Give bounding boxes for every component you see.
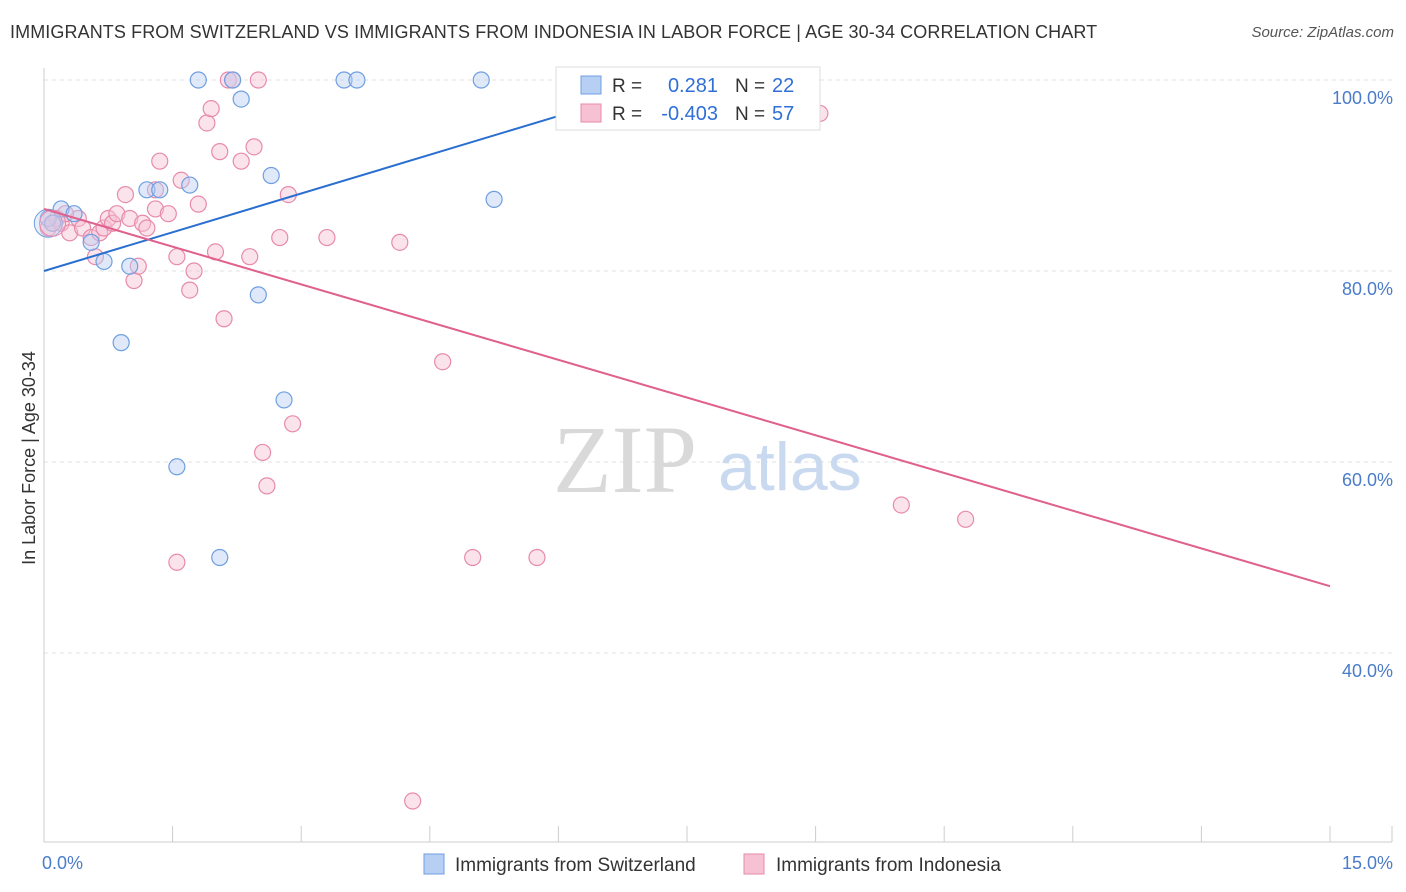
stats-legend: R = 0.281 N = 22 R = -0.403 N = 57 [555,66,821,131]
legend-n-value-0: 22 [772,75,794,97]
point-switzerland-18 [275,391,293,409]
point-switzerland-3 [65,205,83,223]
point-indonesia-33 [219,71,237,89]
point-indonesia-19 [138,219,156,237]
series-legend-swatch-switzerland [423,853,445,875]
point-switzerland-6 [121,257,139,275]
y-tick-labels: 40.0% 60.0% 80.0% 100.0% [1332,88,1393,681]
legend-n-value-1: 57 [772,103,794,125]
point-switzerland-1 [43,214,62,232]
point-indonesia-44 [168,553,186,571]
source-label: Source: ZipAtlas.com [1251,24,1394,41]
point-indonesia-46 [391,233,409,251]
series-legend-label-switzerland: Immigrants from Switzerland [455,855,696,876]
point-switzerland-16 [249,286,267,304]
point-switzerland-5 [95,252,113,271]
point-indonesia-54 [957,510,975,528]
legend-swatch-indonesia [580,103,602,123]
point-indonesia-43 [284,415,302,433]
point-indonesia-20 [146,200,165,218]
point-indonesia-22 [159,205,177,223]
legend-r-value-1: -0.403 [661,103,718,125]
point-indonesia-35 [232,152,250,170]
x-tick-label-0: 0.0% [42,853,83,873]
point-indonesia-32 [215,310,233,328]
watermark-atlas: atlas [718,429,862,505]
point-indonesia-48 [434,353,452,371]
legend-r-label-1: R = [612,104,642,125]
point-switzerland-10 [168,458,186,476]
trend-lines [43,112,1331,588]
series-legend-label-indonesia: Immigrants from Indonesia [776,855,1001,876]
grid-lines [44,79,1392,654]
point-switzerland-11 [181,176,199,194]
point-indonesia-15 [121,209,139,228]
point-indonesia-23 [168,248,186,266]
point-indonesia-45 [318,228,336,247]
y-tick-label-2: 80.0% [1342,279,1393,299]
point-indonesia-39 [254,443,272,462]
point-indonesia-7 [82,228,100,247]
legend-n-label-0: N = [735,76,765,97]
watermark: ZIP atlas [553,406,862,513]
point-switzerland-7 [112,334,130,352]
x-tick-labels: 0.0% 15.0% [42,853,1393,873]
point-indonesia-36 [241,248,259,266]
point-indonesia-42 [279,186,297,204]
y-tick-label-1: 60.0% [1342,470,1393,490]
legend-n-label-1: N = [735,104,765,125]
x-tick-label-1: 15.0% [1342,853,1393,873]
point-switzerland-22 [485,190,503,208]
point-indonesia-13 [108,205,126,223]
point-switzerland-15 [232,90,250,108]
point-switzerland-17 [262,166,280,185]
point-indonesia-40 [258,477,276,495]
legend-r-value-0: 0.281 [668,75,718,97]
point-indonesia-14 [116,186,135,204]
y-tick-label-0: 40.0% [1342,661,1393,681]
point-indonesia-37 [245,138,263,156]
point-switzerland-13 [211,548,229,567]
point-cluster-indonesia [39,209,67,237]
point-indonesia-41 [271,228,289,247]
point-indonesia-50 [528,548,546,567]
point-indonesia-24 [172,171,190,189]
point-switzerland-14 [224,71,242,89]
point-indonesia-16 [125,271,143,290]
y-tick-label-3: 100.0% [1332,88,1393,108]
point-indonesia-31 [211,143,229,161]
point-indonesia-53 [892,496,910,514]
point-switzerland-9 [151,181,169,199]
point-indonesia-25 [181,281,199,299]
point-switzerland-21 [472,71,490,89]
point-indonesia-28 [198,114,216,132]
chart-title: IMMIGRANTS FROM SWITZERLAND VS IMMIGRANT… [10,22,1098,42]
legend-r-label-0: R = [612,76,642,97]
point-switzerland-12 [189,71,207,89]
point-switzerland-19 [335,71,353,89]
trend-line-indonesia [43,207,1331,588]
point-indonesia-21 [151,152,169,170]
point-indonesia-38 [249,71,267,89]
legend-swatch-switzerland [580,75,602,95]
axes [43,68,1393,843]
y-axis-label: In Labor Force | Age 30-34 [19,351,39,565]
point-indonesia-26 [185,262,203,280]
watermark-zip: ZIP [553,406,697,513]
point-switzerland-8 [138,181,156,199]
trend-line-switzerland [43,112,568,272]
point-switzerland-20 [348,71,366,89]
point-switzerland-4 [82,233,100,251]
point-indonesia-49 [464,548,482,567]
series-legend-swatch-indonesia [743,853,765,875]
point-indonesia-29 [202,100,220,118]
point-indonesia-27 [189,195,207,213]
point-indonesia-47 [404,792,422,810]
series-legend: Immigrants from Switzerland Immigrants f… [423,853,1001,876]
